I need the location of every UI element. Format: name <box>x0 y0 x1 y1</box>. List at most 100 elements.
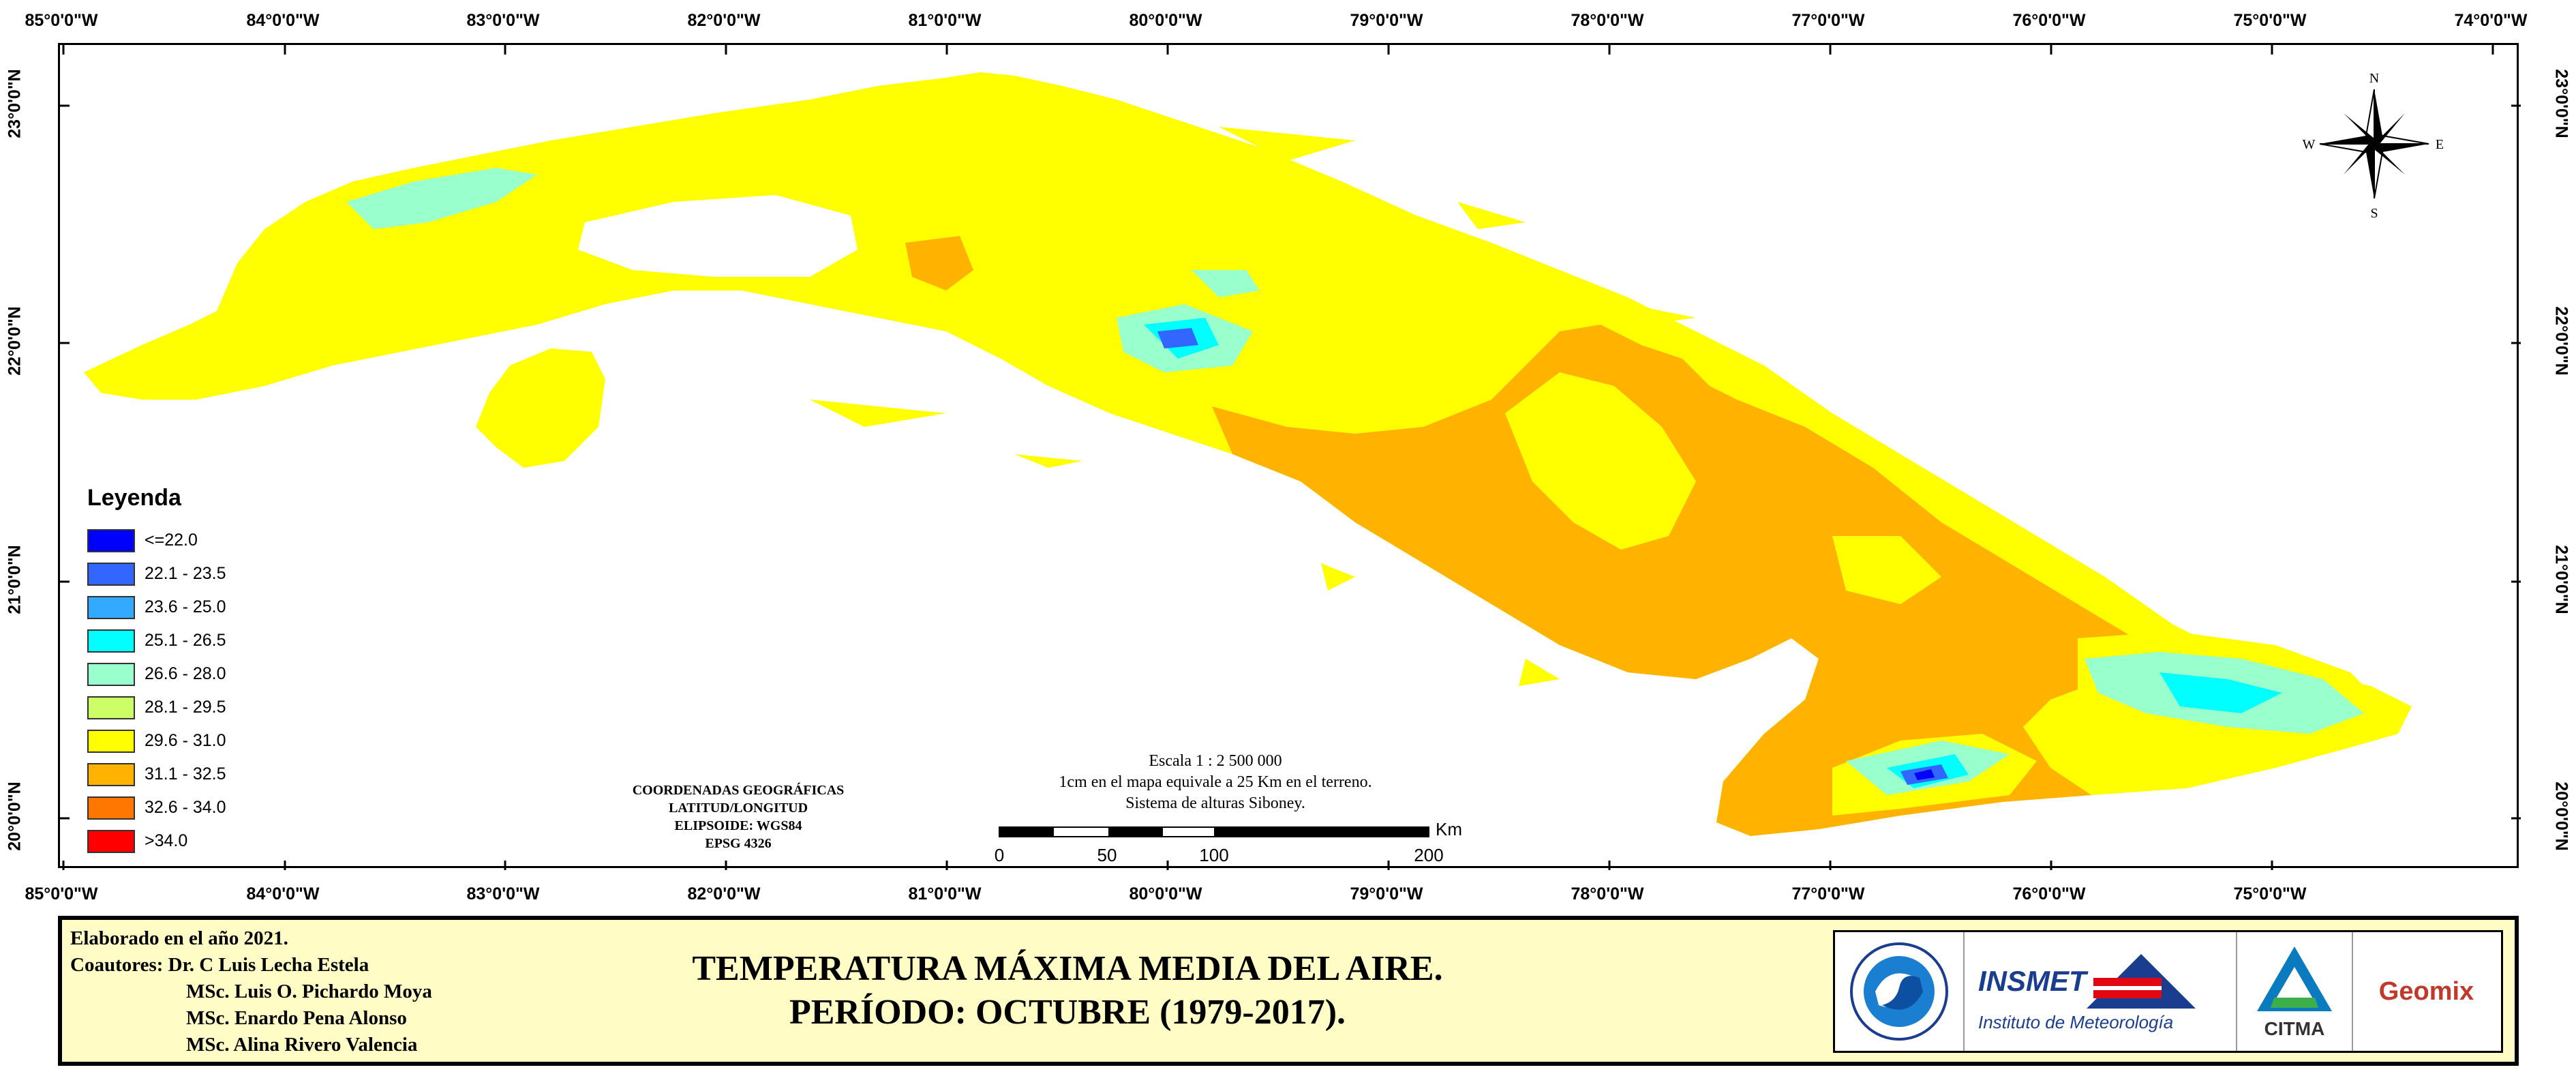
legend-swatch <box>87 629 135 653</box>
coord-line: EPSG 4326 <box>705 836 772 851</box>
longitude-label: 82°0'0"W <box>687 11 761 30</box>
legend-item: 31.1 - 32.5 <box>87 758 226 791</box>
coord-line: ELIPSOIDE: WGS84 <box>674 818 802 833</box>
longitude-label: 75°0'0"W <box>2233 11 2307 30</box>
legend-label: 22.1 - 23.5 <box>145 564 226 583</box>
coauthor: MSc. Alina Rivero Valencia <box>186 1034 418 1056</box>
coauthor: Dr. C Luis Lecha Estela <box>168 954 369 976</box>
legend-label: 32.6 - 34.0 <box>145 798 226 817</box>
legend-label: >34.0 <box>145 831 188 850</box>
citma-logo: CITMA <box>2237 932 2353 1051</box>
scale-line: Sistema de alturas Siboney. <box>1125 794 1305 812</box>
triangle-icon <box>2257 946 2332 1011</box>
longitude-label: 75°0'0"W <box>2233 884 2307 904</box>
legend-label: 29.6 - 31.0 <box>145 731 226 750</box>
legend-label: 26.6 - 28.0 <box>145 664 226 683</box>
flag-icon <box>2086 953 2196 1009</box>
smp-logo <box>1835 932 1965 1051</box>
longitude-label: 76°0'0"W <box>2012 11 2086 30</box>
legend-swatch <box>87 829 135 853</box>
coord-line: COORDENADAS GEOGRÁFICAS <box>632 783 845 798</box>
longitude-label: 77°0'0"W <box>1791 884 1865 904</box>
longitude-label: 76°0'0"W <box>2012 884 2086 904</box>
footer-panel: Elaborado en el año 2021. Coautores: Dr.… <box>58 916 2519 1066</box>
longitude-label: 77°0'0"W <box>1791 11 1865 30</box>
longitude-label: 78°0'0"W <box>1571 884 1644 904</box>
longitude-label: 84°0'0"W <box>246 11 320 30</box>
longitude-label: 83°0'0"W <box>466 884 540 904</box>
temp-zone-under-22 <box>1914 769 1935 780</box>
map-frame: N S E W 0 50 100 200 Km Leyenda <=22.0 2… <box>58 43 2521 870</box>
logos-panel: INSMET Instituto de Meteorología CITMA G… <box>1833 930 2503 1053</box>
legend-item: <=22.0 <box>87 524 226 557</box>
coauthors-label: Coautores: <box>70 954 164 976</box>
latitude-label: 22°0'0"N <box>5 306 25 376</box>
latitude-label: 20°0'0"N <box>2551 781 2571 851</box>
credits: Elaborado en el año 2021. Coautores: Dr.… <box>70 925 432 1058</box>
scale-line: 1cm en el mapa equivale a 25 Km en el te… <box>1059 773 1372 791</box>
legend-item: 25.1 - 26.5 <box>87 624 226 657</box>
latitude-label: 21°0'0"N <box>2551 545 2571 614</box>
coauthor: MSc. Enardo Pena Alonso <box>186 1007 407 1029</box>
scale-line: Escala 1 : 2 500 000 <box>1149 752 1282 770</box>
temp-zone-31-32 <box>1212 325 2173 836</box>
longitude-label: 80°0'0"W <box>1129 884 1202 904</box>
scale-tick: 50 <box>1097 845 1117 865</box>
cayos <box>810 127 1696 686</box>
isla-de-la-juventud <box>476 348 605 468</box>
legend-swatch <box>87 729 135 753</box>
legend-swatch <box>87 528 135 552</box>
longitude-label: 82°0'0"W <box>687 884 761 904</box>
legend-label: 31.1 - 32.5 <box>145 764 226 784</box>
scale-info: Escala 1 : 2 500 000 1cm en el mapa equi… <box>977 751 1454 814</box>
scale-tick: 100 <box>1199 845 1228 865</box>
legend: Leyenda <=22.0 22.1 - 23.5 23.6 - 25.0 2… <box>87 485 226 858</box>
longitude-label: 84°0'0"W <box>246 884 320 904</box>
longitude-label: 80°0'0"W <box>1129 11 1202 30</box>
geomix-name: Geomix <box>2378 976 2474 1006</box>
coauthor: MSc. Luis O. Pichardo Moya <box>186 981 432 1002</box>
insmet-logo: INSMET Instituto de Meteorología <box>1965 932 2237 1051</box>
legend-title: Leyenda <box>87 485 181 511</box>
latitude-label: 20°0'0"N <box>5 781 25 851</box>
map-title: TEMPERATURA MÁXIMA MEDIA DEL AIRE. PERÍO… <box>607 947 1528 1034</box>
legend-label: 28.1 - 29.5 <box>145 698 226 717</box>
longitude-label: 79°0'0"W <box>1350 884 1423 904</box>
latitude-label: 22°0'0"N <box>2551 306 2571 376</box>
longitude-label: 83°0'0"W <box>466 11 540 30</box>
latitude-label: 23°0'0"N <box>2551 69 2571 138</box>
insmet-subtitle: Instituto de Meteorología <box>1978 1011 2174 1032</box>
coord-line: LATITUD/LONGITUD <box>668 801 808 816</box>
scale-tick: 200 <box>1414 845 1443 865</box>
title-line: PERÍODO: OCTUBRE (1979-2017). <box>789 993 1346 1032</box>
scale-tick: 0 <box>995 845 1004 865</box>
legend-item: 32.6 - 34.0 <box>87 791 226 824</box>
longitude-label: 81°0'0"W <box>908 11 982 30</box>
legend-item: 23.6 - 25.0 <box>87 591 226 624</box>
legend-label: 25.1 - 26.5 <box>145 631 226 650</box>
longitude-label: 85°0'0"W <box>25 884 98 904</box>
longitude-label: 85°0'0"W <box>25 11 98 30</box>
longitude-label: 74°0'0"W <box>2454 11 2528 30</box>
longitude-label: 81°0'0"W <box>908 884 982 904</box>
legend-swatch <box>87 696 135 719</box>
legend-swatch <box>87 762 135 786</box>
coauthor-row: Coautores: Dr. C Luis Lecha Estela <box>70 952 432 979</box>
insmet-name: INSMET <box>1978 964 2087 997</box>
map-canvas: N S E W 0 50 100 200 Km <box>60 45 2521 870</box>
legend-item: 26.6 - 28.0 <box>87 657 226 691</box>
citma-name: CITMA <box>2264 1018 2325 1039</box>
legend-label: <=22.0 <box>145 531 198 550</box>
scale-bar: 0 50 100 200 Km <box>995 819 1462 865</box>
legend-item: 29.6 - 31.0 <box>87 724 226 758</box>
legend-swatch <box>87 562 135 586</box>
legend-swatch <box>87 662 135 686</box>
latitude-label: 23°0'0"N <box>5 69 25 138</box>
legend-swatch <box>87 796 135 820</box>
elaborated-text: Elaborado en el año 2021. <box>70 927 288 949</box>
compass-s: S <box>2370 206 2378 221</box>
title-line: TEMPERATURA MÁXIMA MEDIA DEL AIRE. <box>692 949 1443 988</box>
legend-item: 22.1 - 23.5 <box>87 557 226 591</box>
compass-e: E <box>2436 137 2444 152</box>
legend-item: 28.1 - 29.5 <box>87 691 226 724</box>
